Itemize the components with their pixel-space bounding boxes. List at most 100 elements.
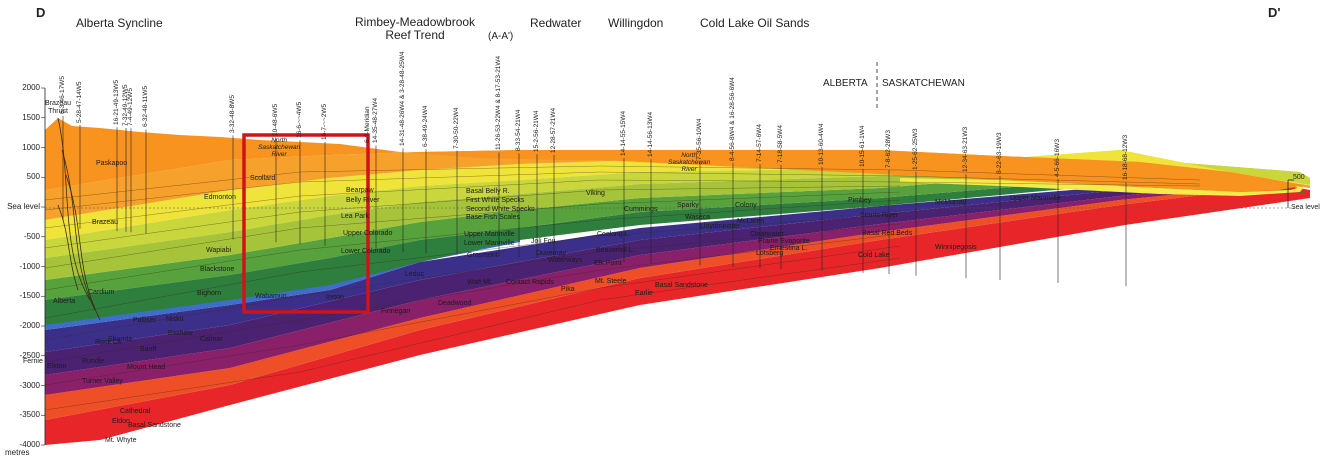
well-label: 7-8-62-28W3 (885, 130, 892, 168)
depth-tick-label: 1500 (22, 112, 40, 122)
well-label: 16-21-49-13W5 (113, 80, 120, 126)
depth-tick-label: -4000 (19, 440, 40, 449)
formation-label: Nisku (166, 316, 184, 323)
formation-label: Souris River (860, 212, 899, 219)
layer-beaverhill (45, 180, 1250, 375)
formation-label: Viking (586, 190, 605, 197)
formation-label: Rock Ck (95, 339, 122, 346)
formation-label: Bighorn (197, 290, 222, 297)
depth-tick-label: 1000 (22, 142, 40, 152)
well-label: 16-6-~~4W5 (296, 101, 303, 139)
depth-tick-label: -500 (23, 231, 40, 241)
formation-label: Rundle (82, 358, 105, 365)
depth-tick-label: -1000 (19, 261, 40, 271)
well-label: 12-34-63-21W3 (962, 127, 969, 173)
formation-label: Cardium (88, 289, 115, 296)
formation-label: Waterways (548, 257, 583, 264)
well-label: 6-3-46-17W5 (59, 76, 66, 114)
well-lines (62, 116, 1127, 287)
formation-label: Finnegan (381, 308, 411, 315)
well-label: 8-22-63-19W3 (996, 132, 1003, 174)
formation-label: Blackstone (200, 266, 235, 273)
border-alberta: ALBERTA (823, 78, 868, 89)
formation-label: Wapiabi (206, 247, 232, 254)
formation-label: Bearpaw (346, 187, 374, 194)
well-label: 10-48-6W5 (272, 104, 279, 137)
layer-paskapoo (45, 118, 1310, 298)
well-label: 8-33-54-21W4 (515, 109, 522, 152)
well-label: 16-7-~~2W5 (321, 103, 328, 140)
formation-label: Alberta (53, 298, 76, 305)
depth-tick-label: -3500 (19, 410, 40, 420)
formation-label: Grosmont (467, 252, 498, 259)
formation-label: Contact Rapids (506, 279, 554, 286)
formation-label: Basal Belly R. (466, 188, 510, 195)
formation-label: Prairie Evaporite (758, 238, 810, 245)
depth-tick-label: -2500 (19, 350, 40, 360)
well-label: 7-35-56-10W4 (696, 117, 703, 160)
formation-label: Second White Specks (466, 206, 535, 213)
well-label: 3-32-48-8W5 (229, 95, 236, 134)
well-label: 7-4-49-12W5 (127, 88, 134, 127)
highlight-box (242, 133, 370, 314)
well-label: 8-4-56-8W4 & 16-28-56-6W4 (729, 77, 736, 161)
formation-label: Ireton (326, 294, 344, 301)
formation-label: Beaverhill L. (596, 247, 635, 254)
brazeau-thrust-faults (57, 117, 101, 321)
depth-tick-label: -3000 (19, 380, 40, 390)
formation-label: Watt Mt. (467, 279, 493, 286)
section-start-label: D (36, 5, 46, 20)
depth-tick-label: -2000 (19, 321, 40, 330)
depth-tick-label: 2000 (22, 83, 40, 92)
formation-label: Edmonton (204, 194, 236, 201)
formation-label: Upper Mannville (464, 231, 515, 238)
formation-label: McLaren (737, 218, 765, 225)
layer-cambrian (45, 185, 1283, 420)
region-alberta-syncline: Alberta Syncline (76, 16, 163, 30)
depth-tick-label: Sea level (7, 202, 40, 211)
contact-lines (44, 165, 1201, 411)
well-label: 14-35-48-27W4 (372, 98, 379, 144)
layer-basal-red (45, 185, 1310, 445)
well-label: 5-28-47-14W5 (76, 81, 83, 123)
well-label: 1-25-62-25W3 (912, 128, 919, 170)
formation-label: Basal Sandstone (655, 282, 708, 289)
formation-label: Earlie (635, 290, 653, 297)
well-label: 12-28-57-21W4 (550, 107, 557, 153)
formation-label: Leduc (405, 271, 425, 278)
region-cold-lake-oil-sands: Cold Lake Oil Sands (700, 16, 810, 30)
region-redwater: Redwater (530, 16, 582, 30)
layer-belly-river (45, 150, 1310, 240)
formation-label: First White Specks (466, 197, 525, 204)
formation-label: Lea Park (341, 213, 370, 220)
formation-label: Calmar (200, 336, 223, 343)
formation-label: Brazeau (92, 219, 119, 226)
river-label-1: North Saskatchewan River (258, 137, 301, 158)
well-label: 11-26-53-22W4 & 8-17-53-21W4 (495, 56, 502, 151)
river-label-2: North Saskatchewan River (668, 152, 711, 173)
formation-label: Shunda (108, 336, 133, 343)
well-label: 16-18-68-12W3 (1122, 135, 1129, 181)
formation-label: McMurray (935, 199, 967, 206)
formation-label: Lower Mannville (464, 240, 515, 247)
well-label: 6-32-48-11W5 (142, 86, 149, 128)
region-willingdon: Willingdon (608, 16, 664, 30)
formation-label: Sparky (677, 202, 699, 209)
formation-label: Cathedral (120, 408, 151, 415)
layer-lea-park (45, 150, 1310, 258)
well-label: 6-?-Meridian (364, 106, 371, 143)
formation-label: Mount Head (127, 364, 166, 371)
formation-label: Elkton (47, 363, 67, 370)
formation-label: Cummings (624, 206, 658, 213)
formation-label: Mt. Steele (595, 278, 627, 285)
section-end-label: D' (1268, 5, 1281, 20)
well-label: 14-14-55-15W4 (620, 110, 627, 157)
formation-label: Joli Fou (531, 238, 556, 245)
units-label: metres (5, 448, 30, 457)
formation-label: Eldon (112, 418, 130, 425)
formation-label: Lotsberg (756, 250, 784, 257)
formation-label: Fernie (23, 358, 43, 365)
layer-woodbend (45, 178, 1230, 352)
formation-label: Pika (561, 286, 575, 293)
